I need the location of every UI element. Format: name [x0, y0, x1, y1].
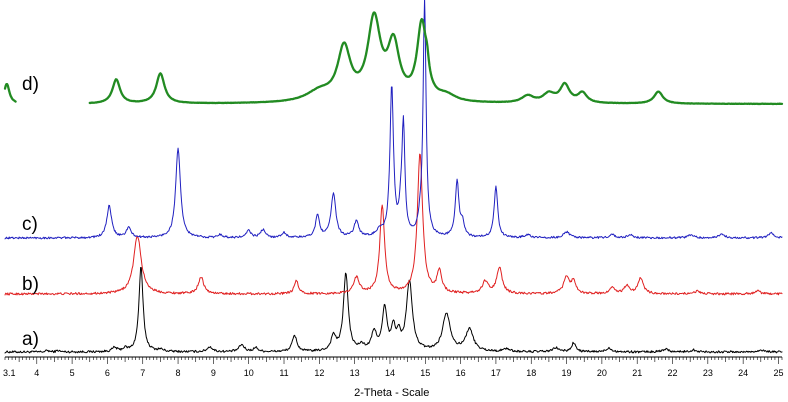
label-a: a) — [22, 329, 39, 350]
trace-d-segment-0 — [3, 82, 17, 103]
label-c: c) — [22, 214, 38, 235]
x-tick-label: 22 — [668, 368, 678, 378]
x-tick-label: 21 — [632, 368, 642, 378]
x-tick-label: 9 — [211, 368, 216, 378]
trace-labels: a) b) c) d) — [22, 74, 39, 350]
label-b: b) — [22, 274, 39, 295]
x-tick-label: 12 — [314, 368, 324, 378]
x-tick-label: 4 — [34, 368, 39, 378]
x-tick-label: 8 — [176, 368, 181, 378]
x-tick-label: 18 — [526, 368, 536, 378]
x-tick-label: 16 — [456, 368, 466, 378]
trace-b — [4, 153, 783, 296]
x-tick-label: 19 — [562, 368, 572, 378]
x-tick-label: 13 — [350, 368, 360, 378]
traces-group — [3, 0, 784, 354]
x-tick-label: 11 — [279, 368, 288, 378]
x-tick-label: 3.1 — [3, 368, 16, 378]
x-tick-label: 5 — [70, 368, 75, 378]
x-axis-title: 2-Theta - Scale — [354, 387, 429, 399]
x-tick-label: 6 — [105, 368, 110, 378]
x-tick-label: 17 — [491, 368, 501, 378]
trace-c — [4, 0, 783, 240]
trace-d-segment-1 — [88, 11, 784, 106]
x-axis: 3.1 4 5 6 7 8 9 10 11 12 13 14 15 16 17 18 19 20 21 22 23 24 2… — [3, 356, 783, 378]
x-tick-label: 15 — [420, 368, 430, 378]
x-tick-label: 14 — [385, 368, 395, 378]
trace-a — [4, 267, 783, 354]
x-tick-label: 7 — [140, 368, 145, 378]
label-d: d) — [22, 74, 39, 95]
x-tick-label: 20 — [597, 368, 607, 378]
x-tick-label: 25 — [773, 368, 783, 378]
x-tick-label: 23 — [703, 368, 713, 378]
x-tick-label: 24 — [738, 368, 748, 378]
x-tick-label: 10 — [244, 368, 254, 378]
